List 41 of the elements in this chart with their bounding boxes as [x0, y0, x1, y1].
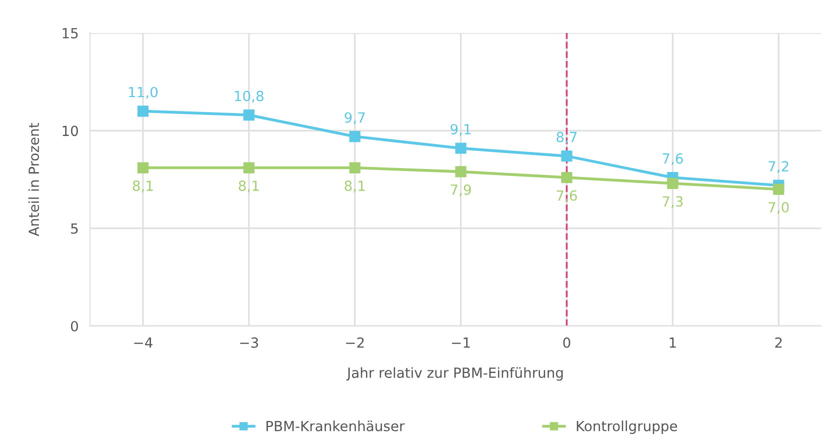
point [137, 162, 149, 174]
point [455, 142, 466, 154]
data-label: 7,0 [768, 202, 789, 214]
point [137, 106, 149, 117]
x-axis-title: Jahr relativ zur PBM-Einführung [346, 367, 563, 381]
point [243, 162, 254, 174]
data-label: 7,2 [768, 161, 788, 173]
x-tick-label: 0 [563, 337, 570, 348]
legend-label: PBM-Krankenhäuser [266, 420, 405, 432]
data-label: 10,8 [234, 90, 264, 103]
y-tick-label: 15 [62, 28, 78, 38]
data-label: 7,9 [450, 184, 471, 196]
data-label: 8,1 [238, 180, 259, 192]
data-label: 9,7 [344, 112, 365, 124]
y-tick-label: 0 [70, 320, 78, 332]
data-label: 11,0 [129, 86, 158, 99]
point [349, 130, 360, 142]
y-tick-label: 10 [62, 126, 78, 136]
point [561, 172, 572, 184]
point [667, 178, 678, 189]
x-tick-label: 1 [670, 338, 676, 348]
data-label: 9,1 [450, 124, 471, 136]
x-tick-label: −1 [452, 338, 470, 348]
y-tick-label: 5 [71, 223, 78, 234]
point [773, 184, 784, 195]
point [561, 150, 572, 162]
point [243, 109, 254, 121]
point [455, 166, 466, 178]
data-label: 7,6 [556, 190, 577, 202]
legend-label: Kontrollgruppe [576, 420, 678, 434]
data-label: 7,6 [662, 153, 683, 166]
x-tick-label: −3 [240, 337, 258, 348]
x-tick-label: −4 [134, 338, 152, 348]
data-label: 7,3 [662, 196, 683, 208]
data-label: 8,7 [556, 132, 577, 144]
data-label: 8,1 [344, 180, 365, 192]
x-tick-label: −2 [346, 337, 364, 348]
point [349, 162, 360, 174]
data-label: 8,1 [132, 180, 153, 192]
x-tick-label: 2 [775, 337, 782, 348]
y-axis-title: Anteil in Prozent [28, 123, 40, 236]
